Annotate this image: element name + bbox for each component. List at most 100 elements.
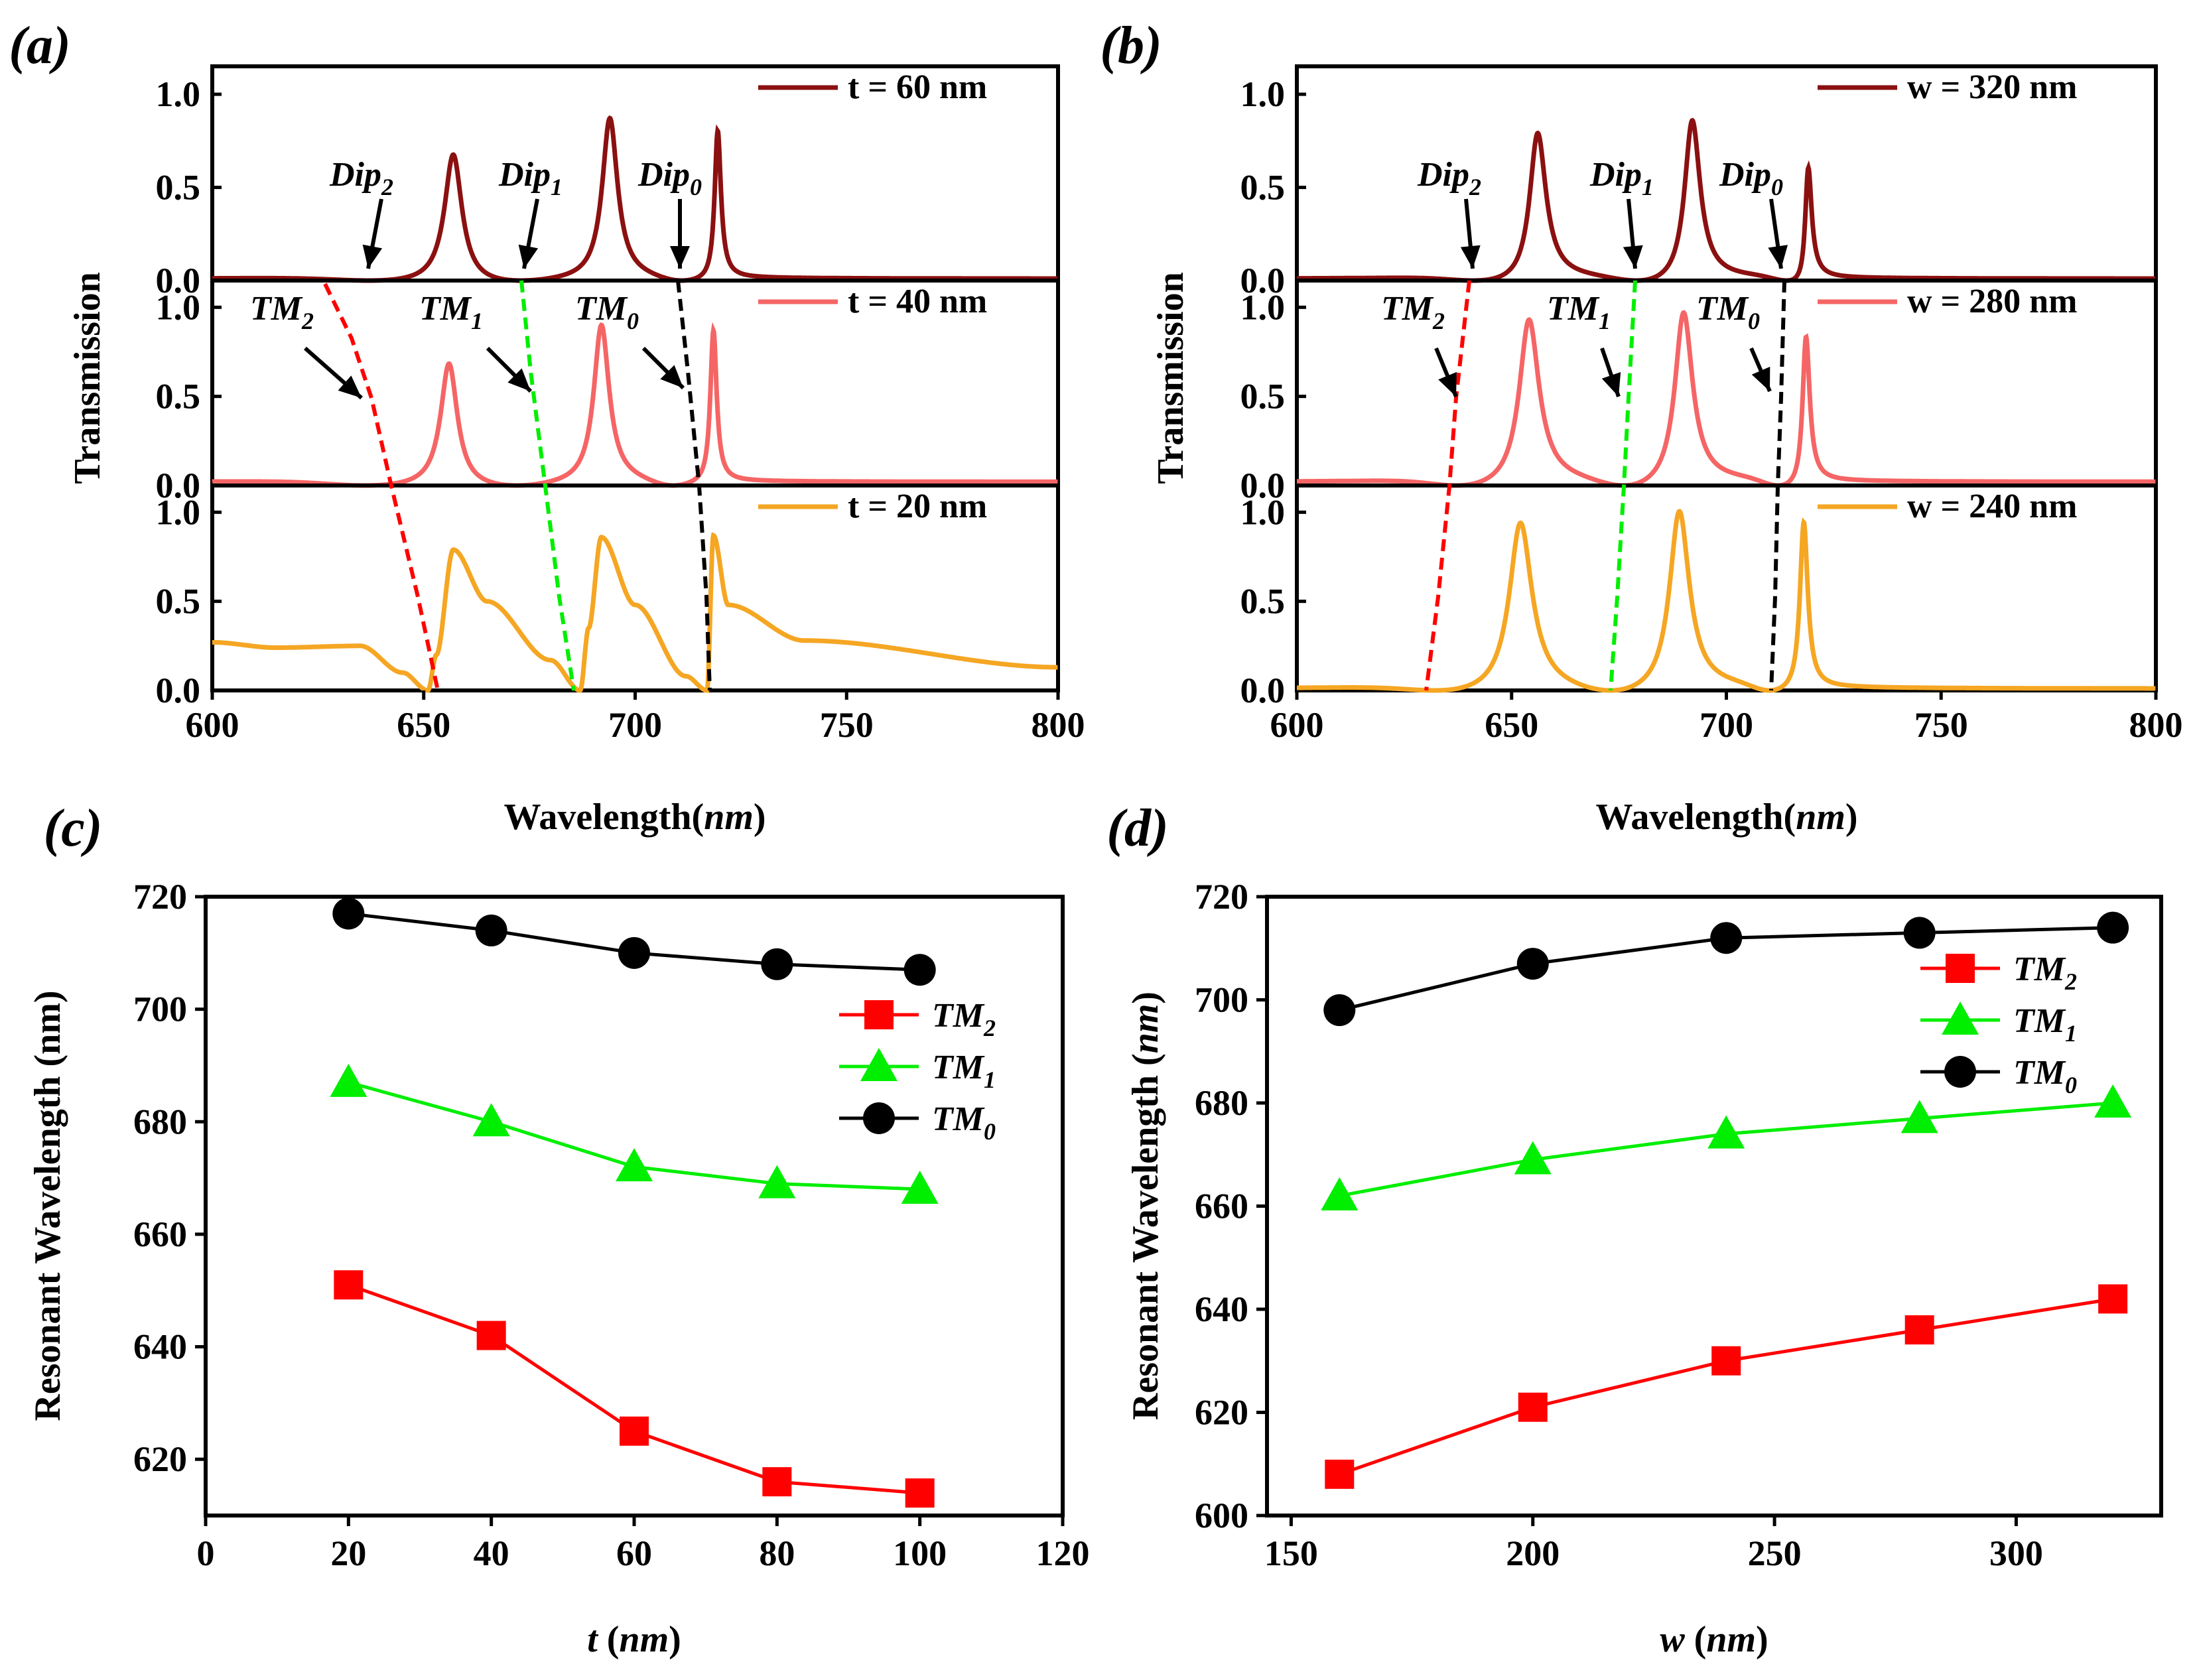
panel-c-data-point [903,954,936,986]
legend-marker [864,1000,894,1029]
legend-label: TM0 [932,1100,996,1145]
dashed-trend-tm2-b [1424,280,1471,691]
panel-a-series-line [212,322,1058,488]
legend-label: TM1 [2013,1002,2077,1047]
legend-label: w = 280 nm [1907,283,2077,320]
annotation-tm1-a: TM1 [419,290,483,334]
panel-d-data-point [2094,1084,2132,1118]
y-tick-label: 0.5 [1240,168,1286,208]
arrow-dip1-a-head [518,244,539,269]
panel-d-data-point [1321,1177,1359,1210]
annotation-dip0-b: Dip0 [1719,156,1783,200]
panel-d-data-point [1518,1392,1548,1422]
panel-label-d: (d) [1106,799,1168,858]
legend-label: TM2 [932,997,996,1041]
panel-d: 150 200 250 300 600 620 640 660 680 700 720 TM2 TM1 T… [1195,877,2163,1573]
y-tick-label: 0.0 [1240,671,1286,710]
x-tick-label: 650 [1485,705,1538,745]
y-tick-label: 0.5 [156,582,201,621]
y-tick-label: 0.0 [156,261,201,300]
panel-c-data-point [901,1171,939,1204]
dashed-trend-tm1-a [519,280,576,691]
x-tick-label: 20 [330,1533,366,1573]
x-tick-label: 700 [1699,705,1753,745]
arrow-dip0-a-head [670,246,690,269]
x-tick-label: 0 [197,1533,215,1573]
dashed-trend-tm2-a [323,283,440,691]
y-axis-label-b: Transmission [1150,272,1191,484]
annotation-tm1-b: TM1 [1547,290,1611,334]
y-tick-label: 0.5 [1240,377,1286,417]
panel-d-data-point [1711,1346,1741,1376]
x-tick-label: 100 [893,1533,947,1573]
y-tick-label: 1.0 [1240,287,1286,327]
x-tick-label: 60 [616,1533,652,1573]
legend-label: TM0 [2013,1054,2077,1098]
x-axis-label-a: Wavelength(nm) [503,797,766,838]
x-tick-label: 200 [1506,1533,1560,1573]
arrow-dip0-b-head [1768,245,1788,269]
arrow-dip2-a-head [362,244,383,269]
y-tick-label: 1.0 [156,492,201,532]
annotation-tm2-a: TM2 [250,290,314,334]
x-tick-label: 150 [1264,1533,1318,1573]
y-tick-label: 0.5 [1240,582,1286,621]
y-tick-label: 640 [133,1327,187,1367]
y-tick-label: 720 [1195,877,1248,917]
panel-d-data-point [1904,1315,1934,1345]
y-tick-label: 1.0 [1240,492,1286,532]
panel-d-data-point [1707,1115,1745,1149]
y-tick-label: 660 [133,1214,187,1254]
panel-c-data-point [761,948,793,980]
y-tick-label: 0.0 [156,466,201,505]
y-tick-label: 1.0 [156,74,201,114]
legend-marker [1944,1056,1976,1088]
x-tick-label: 750 [1914,705,1968,745]
legend-label: TM1 [932,1049,996,1093]
legend-label: t = 60 nm [848,68,987,106]
panel-c-data-point [472,1103,510,1137]
y-tick-label: 620 [1195,1393,1248,1433]
arrow-tm1-a-head [507,368,531,391]
x-axis-label-b: Wavelength(nm) [1595,797,1857,838]
panel-c: 0 20 40 60 80 100 120 620 640 660 680 700 720 TM2 TM1 T… [133,877,1090,1573]
y-axis-label-d: Resonant Wavelength (nm) [1125,992,1166,1420]
x-tick-label: 800 [2129,705,2183,745]
y-tick-label: 0.5 [156,168,201,208]
panel-d-data-point [1323,994,1356,1027]
legend-marker [863,1102,895,1134]
x-tick-label: 600 [1270,705,1324,745]
panel-c-series-line [348,1283,920,1495]
legend-label: w = 320 nm [1907,68,2077,106]
x-axis-label-d: w (nm) [1660,1619,1768,1660]
x-tick-label: 300 [1989,1533,2043,1573]
y-tick-label: 620 [133,1439,187,1479]
dashed-trend-tm1-b [1609,280,1637,691]
arrow-tm2-a-head [338,375,362,398]
y-tick-label: 0.0 [156,671,201,710]
panel-d-data-point [2098,1284,2128,1314]
arrow-tm1-b-head [1601,371,1621,397]
arrow-tm0-b-head [1751,366,1770,391]
panel-c-data-point [616,1148,653,1182]
annotation-dip0-a: Dip0 [637,156,702,200]
y-tick-label: 720 [133,877,187,917]
legend-label: t = 40 nm [848,283,987,320]
y-tick-label: 700 [1195,980,1248,1020]
legend-label: w = 240 nm [1907,487,2077,525]
arrow-dip2-b-head [1460,245,1481,269]
panel-d-series-line [1339,1297,2113,1476]
y-tick-label: 680 [1195,1083,1248,1123]
panel-c-data-point [332,897,365,930]
x-tick-label: 700 [608,705,662,745]
panel-d-data-point [2097,911,2129,944]
panel-c-data-point [905,1478,935,1508]
arrow-tm0-a-head [660,365,683,388]
y-tick-label: 660 [1195,1187,1248,1226]
panel-b: 0.0 0.5 1.0 w = 320 nm 0.0 0.5 1.0 w = 280 nm 0.… [1240,64,2183,745]
y-tick-label: 700 [133,990,187,1029]
annotation-dip1-a: Dip1 [498,156,563,200]
legend-label: TM2 [2013,950,2077,995]
panel-d-data-point [1325,1459,1355,1489]
